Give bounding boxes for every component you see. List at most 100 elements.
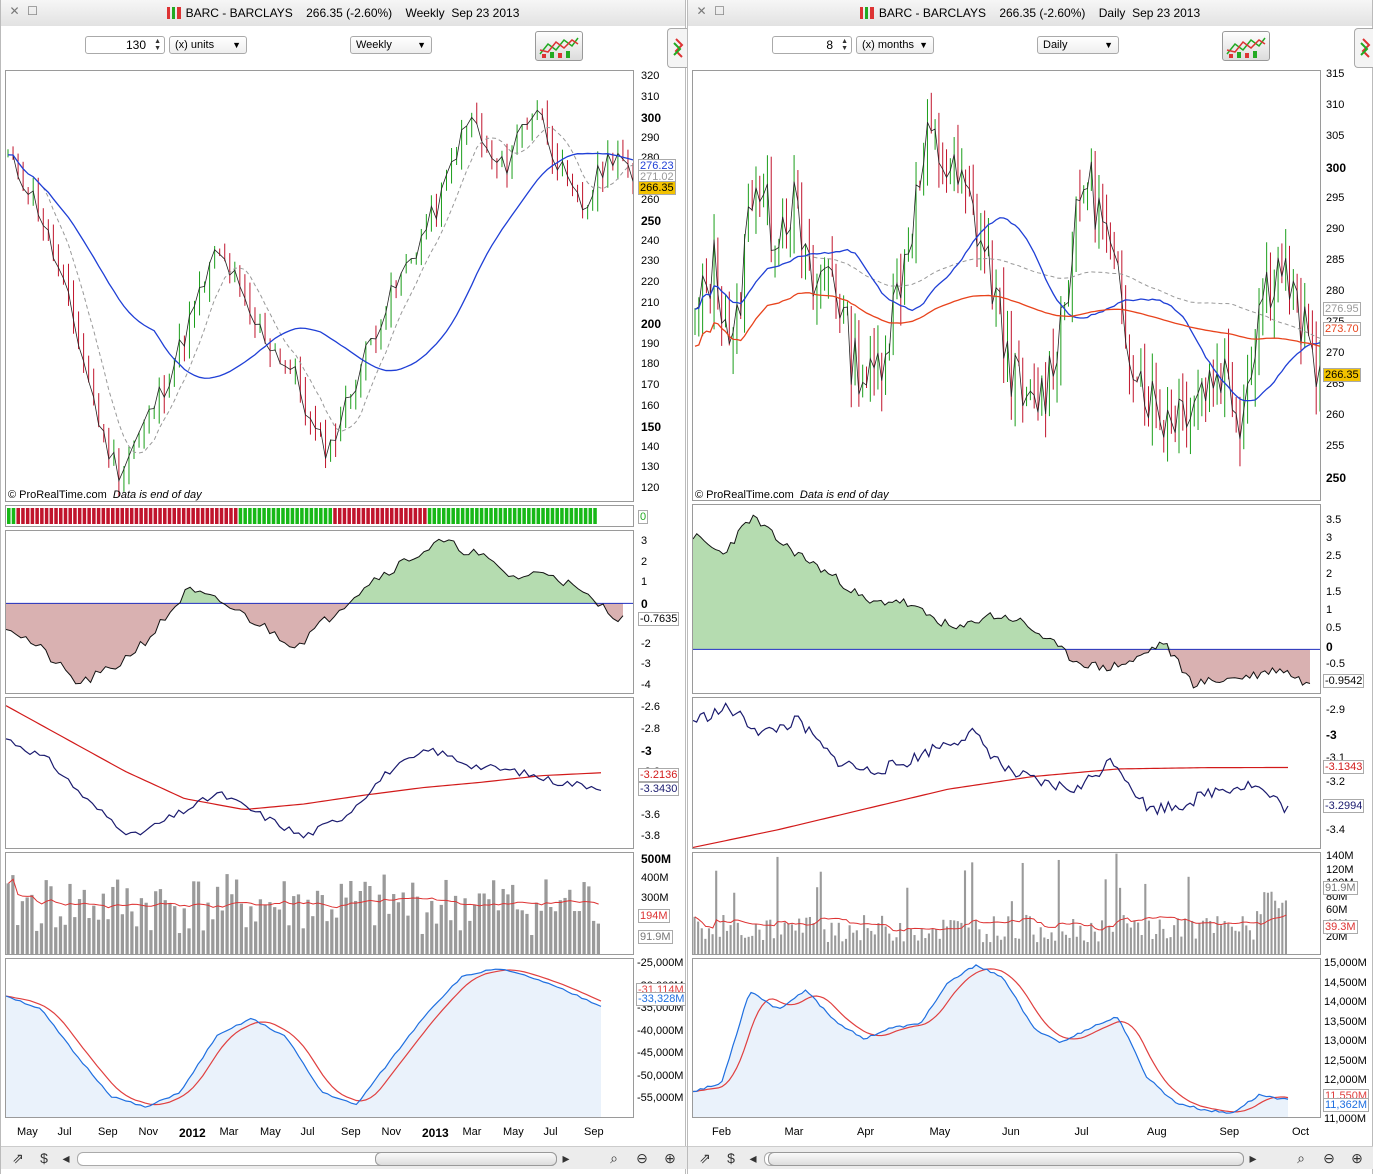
dollar-icon[interactable]: $ xyxy=(727,1150,735,1166)
volume-bar xyxy=(978,929,981,954)
volume-bar xyxy=(96,919,101,954)
indicator-tools-icon[interactable] xyxy=(535,31,583,61)
signal-bar xyxy=(25,508,30,524)
right-volume-panel[interactable] xyxy=(692,852,1321,955)
volume-bar xyxy=(544,879,548,954)
signal-bar xyxy=(564,508,569,524)
left-signal-strip xyxy=(5,505,634,527)
volume-bar xyxy=(1068,937,1071,954)
volume-bar xyxy=(530,935,534,954)
volume-bar xyxy=(111,886,115,954)
volume-bar xyxy=(349,880,353,954)
scroll-left-icon[interactable]: ◂ xyxy=(749,1150,757,1166)
signal-bar xyxy=(215,508,219,524)
volume-bar xyxy=(1137,922,1140,954)
volume-bar xyxy=(206,902,210,954)
signal-bar xyxy=(139,508,143,524)
axis-tick-label: 20M xyxy=(1326,931,1348,943)
left-volume-panel[interactable] xyxy=(5,852,634,955)
right-scrollbar[interactable]: ⇗ $ ◂ ▸ ⌕ ⊖ ⊕ xyxy=(688,1146,1373,1169)
volume-bar xyxy=(1205,918,1208,954)
units-input[interactable]: 130 ▲ ▼ xyxy=(85,36,165,54)
signal-bar xyxy=(375,508,380,524)
units-select[interactable]: (x) months ▼ xyxy=(856,36,934,54)
volume-bar xyxy=(819,871,822,954)
axis-tick-label: 295 xyxy=(1326,192,1345,204)
signal-bar xyxy=(489,508,493,524)
price-line xyxy=(694,122,1320,440)
scroll-right-icon[interactable]: ▸ xyxy=(1249,1150,1257,1166)
x-axis-label: Feb xyxy=(712,1126,731,1138)
signal-bar xyxy=(536,508,541,524)
axis-tick-label: 60M xyxy=(1326,904,1348,916)
export-icon[interactable]: ⇗ xyxy=(699,1150,711,1166)
volume-bar xyxy=(334,917,339,954)
zoom-in-icon[interactable]: ⊕ xyxy=(1351,1150,1363,1166)
signal-bar xyxy=(252,508,257,524)
timeframe-select[interactable]: Daily ▼ xyxy=(1037,36,1119,54)
volume-bar xyxy=(844,938,848,954)
left-oscillator-panel[interactable] xyxy=(5,530,634,694)
indicator-tools-icon[interactable] xyxy=(1222,31,1270,61)
volume-bar xyxy=(363,881,367,954)
scroll-left-icon[interactable]: ◂ xyxy=(62,1150,70,1166)
zoom-out-icon[interactable]: ⊖ xyxy=(636,1150,648,1166)
osc-value-tag: -0.9542 xyxy=(1323,674,1365,688)
volume-bar xyxy=(1245,925,1248,954)
volume-bar xyxy=(54,927,58,954)
x-axis-label: Sep xyxy=(98,1126,118,1138)
volume-bar xyxy=(992,916,995,954)
main-line xyxy=(6,738,602,839)
stepper-icon[interactable]: ▲ ▼ xyxy=(154,38,161,52)
units-select[interactable]: (x) units ▼ xyxy=(169,36,247,54)
zoom-out-icon[interactable]: ⊖ xyxy=(1323,1150,1335,1166)
timeframe-select[interactable]: Weekly ▼ xyxy=(350,36,432,54)
right-obv-panel[interactable] xyxy=(692,958,1321,1118)
maximize-icon[interactable]: ☐ xyxy=(27,4,38,18)
signal-bar xyxy=(87,508,91,524)
volume-bar xyxy=(449,920,453,954)
volume-bar xyxy=(387,913,391,954)
signal-bar xyxy=(125,508,129,524)
close-icon[interactable]: ✕ xyxy=(696,4,707,18)
right-oscillator-panel[interactable] xyxy=(692,504,1321,694)
left-price-panel[interactable]: © ProRealTime.com Data is end of day xyxy=(5,70,634,502)
left-scrollbar[interactable]: ⇗ $ ◂ ▸ ⌕ ⊖ ⊕ xyxy=(1,1146,687,1169)
stepper-icon[interactable]: ▲ ▼ xyxy=(841,38,848,52)
x-axis-label: Oct xyxy=(1292,1126,1310,1138)
left-oscillator2-panel[interactable] xyxy=(5,697,634,849)
volume-avg-tag: 39.3M xyxy=(1323,920,1358,934)
signal-bar xyxy=(531,508,536,524)
zoom-in-icon[interactable]: ⊕ xyxy=(664,1150,676,1166)
volume-bar xyxy=(1252,939,1255,954)
axis-tick-label: -25,000M xyxy=(637,957,684,969)
side-panel-toggle-icon[interactable] xyxy=(1354,28,1373,68)
dollar-icon[interactable]: $ xyxy=(40,1150,48,1166)
volume-bar xyxy=(215,886,220,954)
left-obv-panel[interactable] xyxy=(5,958,634,1118)
zoom-fit-icon[interactable]: ⌕ xyxy=(610,1150,618,1166)
signal-bar xyxy=(300,508,304,524)
close-icon[interactable]: ✕ xyxy=(9,4,20,18)
right-price-panel[interactable]: © ProRealTime.com Data is end of day xyxy=(692,70,1321,501)
volume-bar xyxy=(182,908,186,954)
units-input[interactable]: 8 ▲ ▼ xyxy=(772,36,852,54)
volume-bar xyxy=(463,898,467,954)
left-chart-window: ✕ ☐ BARC - BARCLAYS 266.35 (-2.60%) Week… xyxy=(0,0,688,1174)
volume-bar xyxy=(287,925,291,954)
volume-bar xyxy=(841,941,844,954)
left-window-title: BARC - BARCLAYS 266.35 (-2.60%) Weekly S… xyxy=(1,6,685,20)
scroll-thumb[interactable] xyxy=(768,1152,1244,1166)
right-oscillator2-panel[interactable] xyxy=(692,697,1321,849)
scroll-right-icon[interactable]: ▸ xyxy=(562,1150,570,1166)
scroll-thumb[interactable] xyxy=(375,1152,557,1166)
export-icon[interactable]: ⇗ xyxy=(12,1150,24,1166)
signal-bar xyxy=(295,508,299,524)
zoom-fit-icon[interactable]: ⌕ xyxy=(1297,1150,1305,1166)
maximize-icon[interactable]: ☐ xyxy=(714,4,725,18)
volume-avg-line xyxy=(8,878,599,909)
x-axis-label: Nov xyxy=(138,1126,159,1138)
volume-bar xyxy=(420,933,424,954)
volume-bar xyxy=(1129,927,1132,954)
side-panel-toggle-icon[interactable] xyxy=(667,28,688,68)
